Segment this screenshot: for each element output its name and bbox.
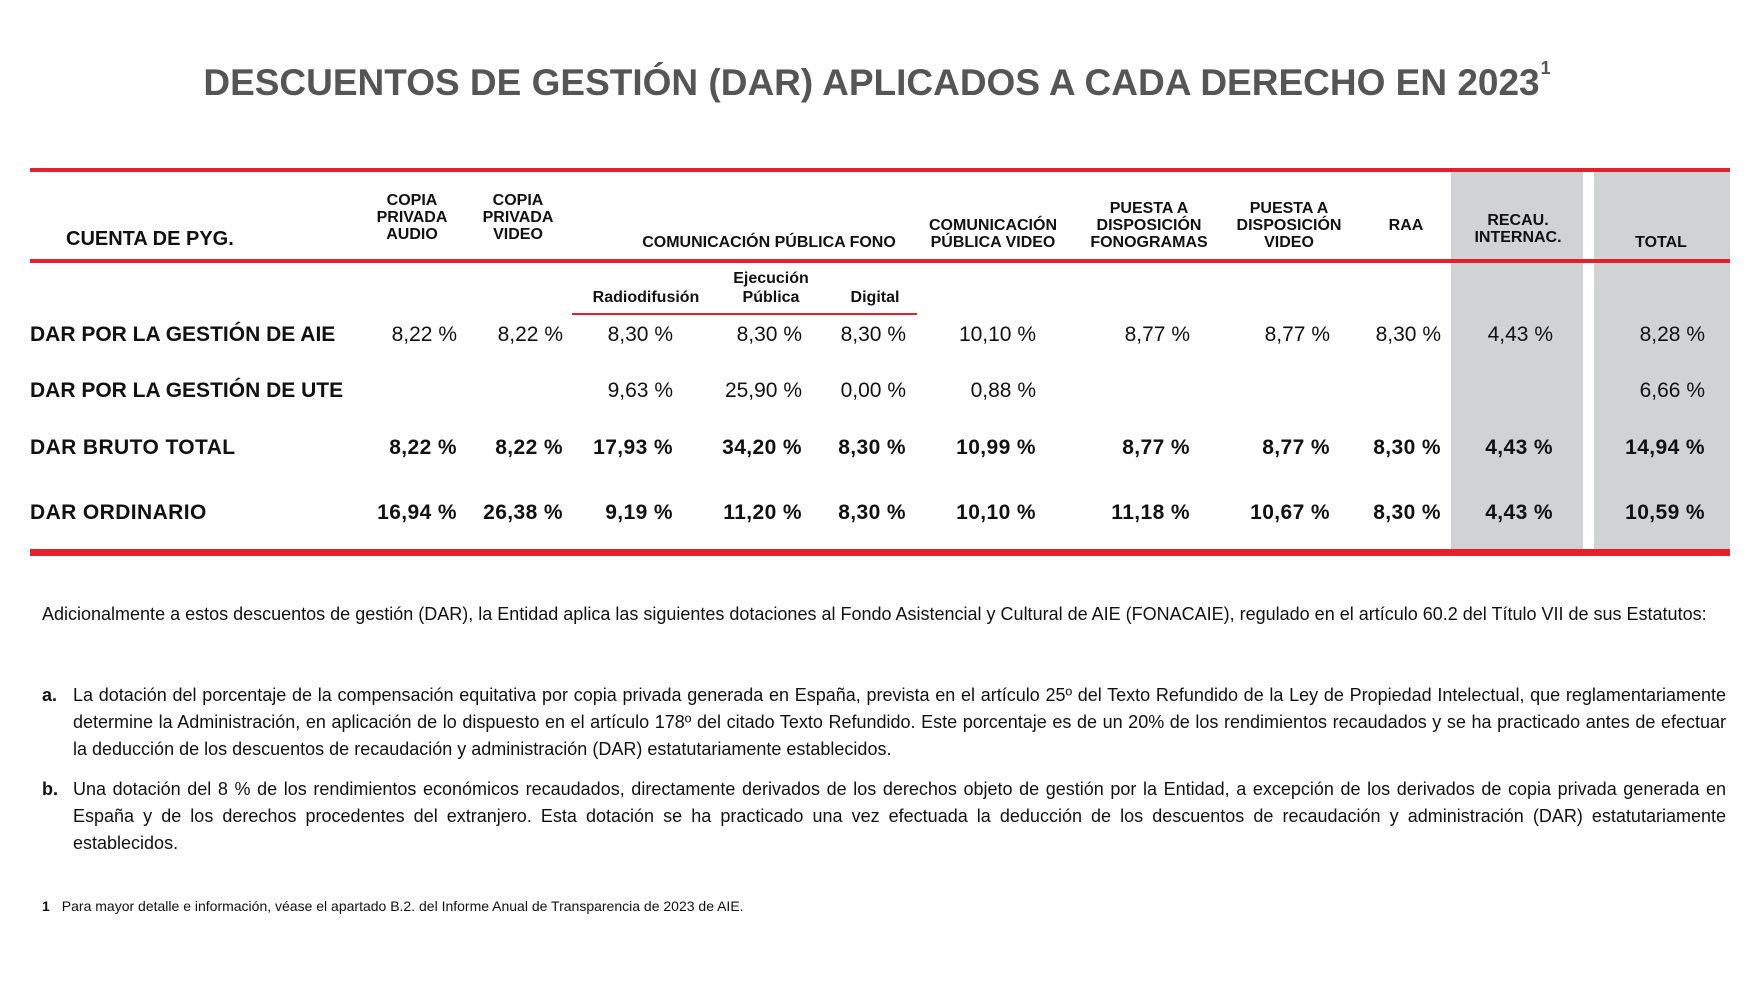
table-header-rule [30, 259, 1730, 263]
table-cell: 10,99 % [956, 436, 1036, 459]
table-bottom-rule [30, 549, 1730, 556]
title-footnote-ref: 1 [1540, 58, 1551, 78]
table-cell: 16,94 % [377, 501, 457, 524]
header-raa: RAA [1388, 217, 1424, 234]
total-column-shade [1594, 171, 1730, 552]
table-cell: 4,43 % [1487, 323, 1553, 346]
table-cell: 26,38 % [483, 501, 563, 524]
table-cell: 8,22 % [495, 436, 563, 459]
header-total: TOTAL [1635, 234, 1687, 251]
table-cell: 8,28 % [1639, 323, 1705, 346]
footnote-number: 1 [42, 898, 50, 914]
table-cell: 8,77 % [1124, 323, 1190, 346]
list-letter: a. [42, 685, 58, 705]
table-cell: 8,30 % [607, 323, 673, 346]
table-cell: 8,30 % [1375, 323, 1441, 346]
table-cell: 8,22 % [389, 436, 457, 459]
table-top-rule [30, 168, 1730, 172]
table-cell: 6,66 % [1639, 379, 1705, 402]
table-cell: 8,22 % [391, 323, 457, 346]
list-item-text: Una dotación del 8 % de los rendimientos… [73, 779, 1726, 853]
table-cell: 11,20 % [723, 501, 802, 524]
header-copia-video: COPIA PRIVADA VIDEO [482, 192, 554, 243]
table-cell: 8,22 % [497, 323, 563, 346]
table-cell: 8,77 % [1264, 323, 1330, 346]
table-cell: 10,10 % [956, 501, 1036, 524]
header-cuenta: CUENTA DE PYG. [66, 228, 234, 250]
table-cell: 8,77 % [1122, 436, 1190, 459]
header-copia-audio: COPIA PRIVADA AUDIO [376, 192, 448, 243]
header-puesta-fono: PUESTA A DISPOSICIÓN FONOGRAMAS [1090, 200, 1208, 251]
table-cell: 9,63 % [607, 379, 673, 402]
table-cell: 11,18 % [1111, 501, 1190, 524]
table-cell: 10,67 % [1250, 501, 1330, 524]
row-label: DAR POR LA GESTIÓN DE UTE [30, 379, 344, 402]
header-recau-internac: RECAU. INTERNAC. [1474, 212, 1562, 246]
table-cell: 0,88 % [970, 379, 1036, 402]
intro-paragraph: Adicionalmente a estos descuentos de ges… [42, 604, 1707, 624]
subheader-radiodifusion: Radiodifusión [592, 289, 700, 306]
table-cell: 4,43 % [1485, 501, 1553, 524]
table-cell: 8,30 % [840, 323, 906, 346]
table-cell: 14,94 % [1625, 436, 1705, 459]
table-cell: 10,59 % [1625, 501, 1705, 524]
table-cell: 9,19 % [605, 501, 673, 524]
row-label: DAR ORDINARIO [30, 501, 207, 524]
subheader-digital: Digital [850, 289, 900, 306]
recau-column-shade [1451, 171, 1583, 552]
table-cell: 25,90 % [724, 379, 802, 402]
table-cell: 8,30 % [1373, 501, 1441, 524]
list-letter: b. [42, 779, 58, 799]
table-cell: 8,30 % [838, 436, 906, 459]
table-cell: 0,00 % [840, 379, 906, 402]
row-label: DAR BRUTO TOTAL [30, 436, 236, 459]
header-com-publica-video: COMUNICACIÓN PÚBLICA VIDEO [929, 217, 1057, 251]
list-item-text: La dotación del porcentaje de la compens… [73, 685, 1726, 759]
table-cell: 34,20 % [722, 436, 802, 459]
header-puesta-video: PUESTA A DISPOSICIÓN VIDEO [1236, 200, 1342, 251]
subheader-underline [572, 313, 917, 315]
table-cell: 17,93 % [593, 436, 673, 459]
table-cell: 8,77 % [1262, 436, 1330, 459]
table-cell: 10,10 % [958, 323, 1036, 346]
row-label: DAR POR LA GESTIÓN DE AIE [30, 323, 336, 346]
table-cell: 8,30 % [736, 323, 802, 346]
dar-table: CUENTA DE PYG. COPIA PRIVADA AUDIO COPIA PR… [30, 166, 1730, 561]
footnote-text: Para mayor detalle e información, véase … [61, 898, 744, 914]
table-cell: 8,30 % [1373, 436, 1441, 459]
subheader-ejecucion-publica: Ejecución Pública [733, 270, 809, 306]
page-title: DESCUENTOS DE GESTIÓN (DAR) APLICADOS A … [203, 58, 1551, 103]
table-cell: 8,30 % [838, 501, 906, 524]
footnote: 1 Para mayor detalle e información, véase… [42, 898, 744, 914]
table-cell: 4,43 % [1485, 436, 1553, 459]
header-com-publica-fono: COMUNICACIÓN PÚBLICA FONO [642, 234, 896, 251]
